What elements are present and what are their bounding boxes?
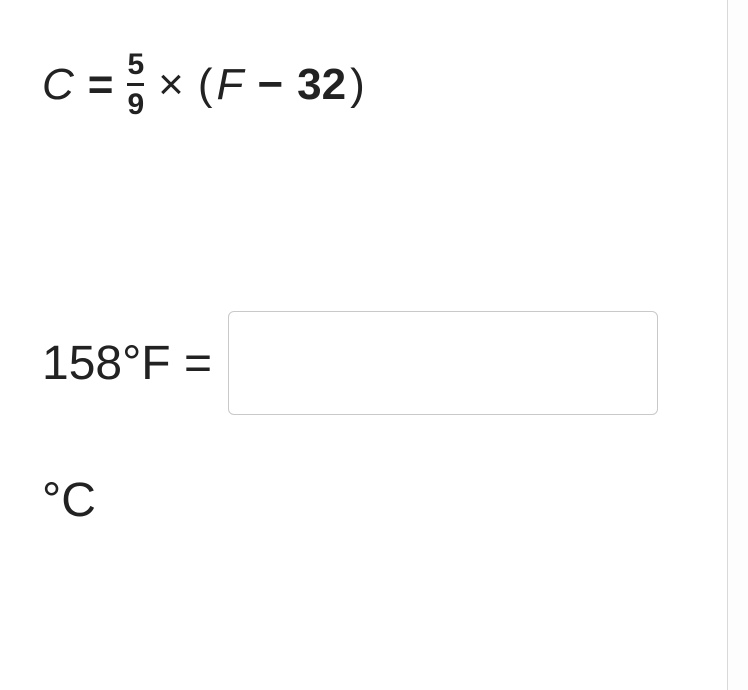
fraction-bar: [127, 83, 144, 86]
fraction-numerator: 5: [127, 48, 144, 81]
unit-label: °C: [42, 473, 708, 528]
worksheet-content: C = 5 9 × ( F − 32 ) 158°F = °C: [0, 0, 748, 528]
open-paren: (: [198, 63, 213, 107]
answer-input[interactable]: [228, 311, 658, 415]
formula-lhs-var: C: [42, 63, 74, 107]
close-paren: ): [350, 63, 365, 107]
times-sign: ×: [158, 63, 184, 107]
conversion-formula: C = 5 9 × ( F − 32 ): [42, 48, 708, 121]
minus-sign: −: [257, 63, 283, 107]
fraction-five-ninths: 5 9: [127, 48, 144, 121]
prompt-text: 158°F =: [42, 336, 212, 391]
equals-sign: =: [88, 63, 114, 107]
fraction-denominator: 9: [127, 88, 144, 121]
constant-32: 32: [297, 63, 346, 107]
scrollbar-track[interactable]: [727, 0, 748, 690]
formula-rhs-var: F: [217, 63, 244, 107]
question-row: 158°F =: [42, 311, 708, 415]
